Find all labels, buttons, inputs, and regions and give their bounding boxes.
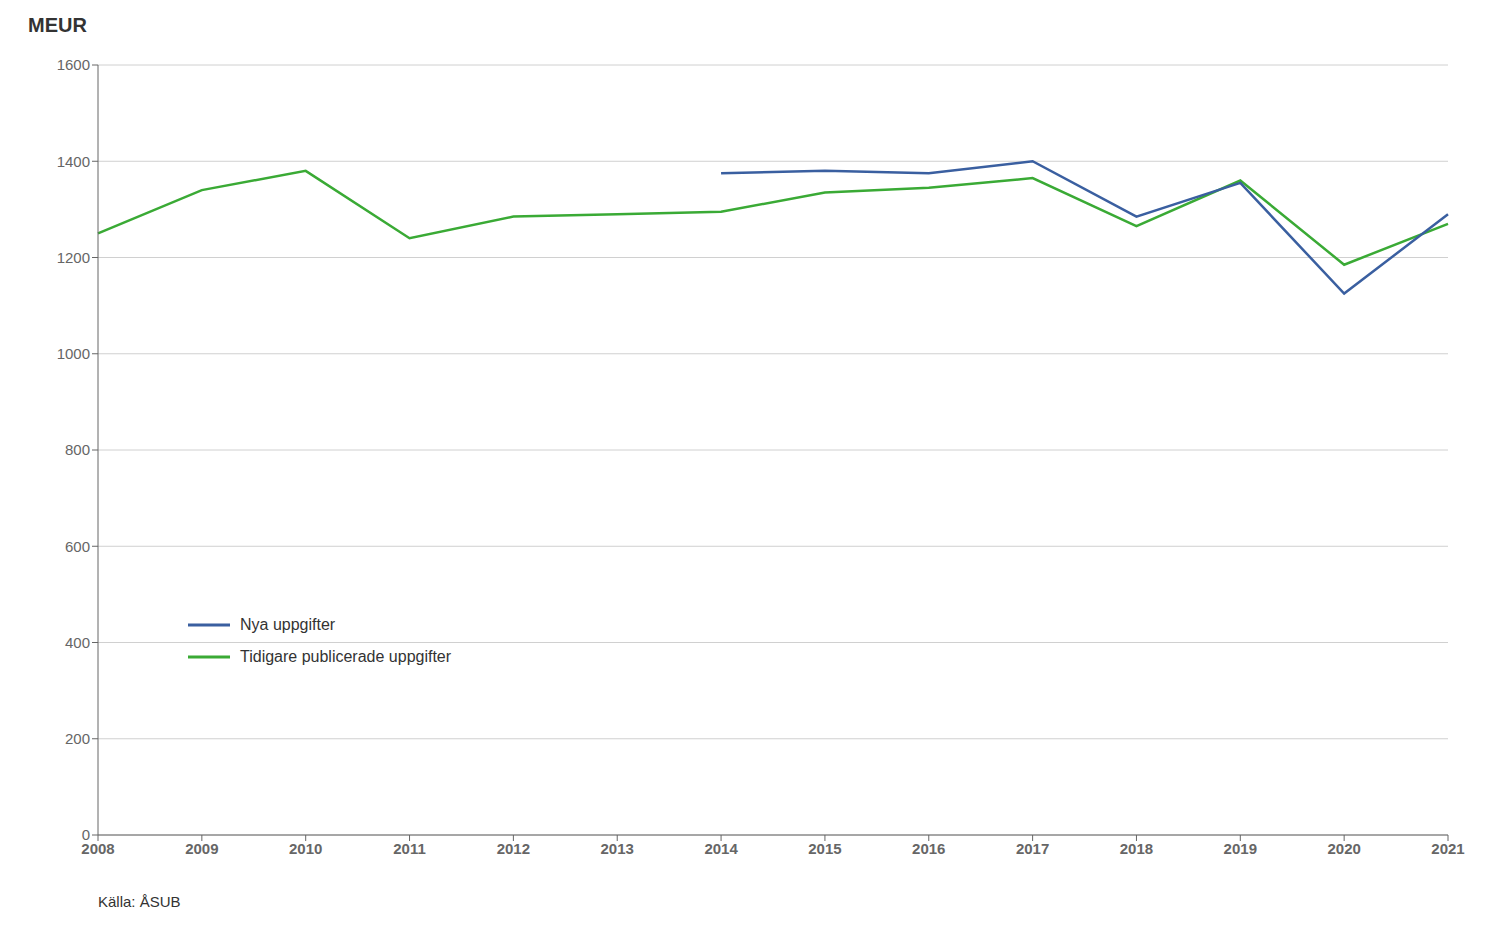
svg-text:1000: 1000 [57,345,90,362]
html-text:Nya uppgifter: Nya uppgifter [240,615,336,633]
svg-text:2011: 2011 [393,840,426,857]
svg-text:2019: 2019 [1224,840,1257,857]
svg-text:1200: 1200 [57,249,90,266]
svg-text:600: 600 [65,538,90,555]
svg-text:2010: 2010 [289,840,322,857]
svg-text:2016: 2016 [912,840,945,857]
svg-text:2017: 2017 [1016,840,1049,857]
svg-text:2020: 2020 [1327,840,1360,857]
svg-text:2012: 2012 [497,840,530,857]
svg-text:1400: 1400 [57,153,90,170]
svg-text:2021: 2021 [1431,840,1464,857]
svg-text:2009: 2009 [185,840,218,857]
svg-text:2008: 2008 [81,839,115,857]
html-text:Källa: ÅSUB: Källa: ÅSUB [98,893,181,910]
svg-text:1600: 1600 [57,56,90,73]
svg-text:2013: 2013 [601,840,634,857]
svg-text:2018: 2018 [1120,840,1153,857]
svg-text:2014: 2014 [704,840,738,857]
html-text:MEUR: MEUR [28,14,87,36]
svg-text:0: 0 [82,826,90,843]
html-text:Tidigare publicerade uppgifter: Tidigare publicerade uppgifter [240,647,452,665]
svg-text:400: 400 [65,634,90,651]
svg-text:200: 200 [65,730,90,747]
svg-text:800: 800 [65,441,90,458]
svg-text:2015: 2015 [808,840,841,857]
